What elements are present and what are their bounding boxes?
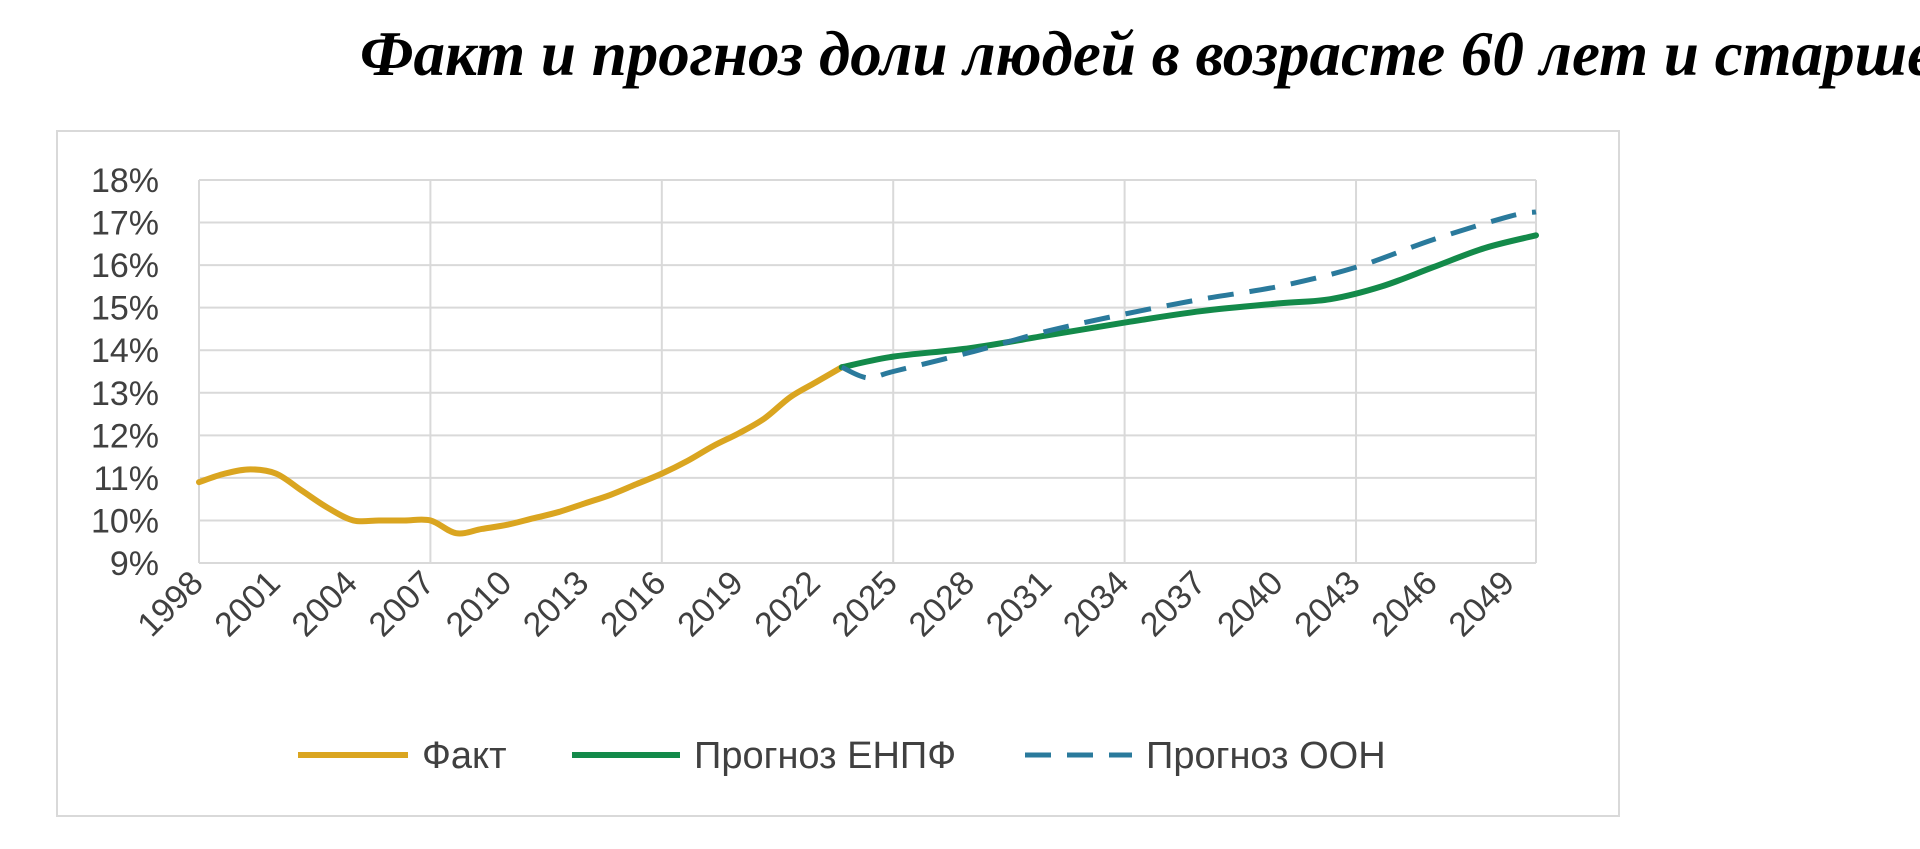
x-tick-label: 2004 bbox=[285, 564, 365, 644]
x-tick-label: 2013 bbox=[516, 564, 596, 644]
chart-title: Факт и прогноз доли людей в возрасте 60 … bbox=[360, 19, 1920, 89]
y-tick-label: 18% bbox=[91, 162, 159, 200]
x-tick-label: 2016 bbox=[593, 564, 673, 644]
x-tick-label: 2025 bbox=[825, 564, 905, 644]
chart-area bbox=[56, 130, 1620, 817]
y-tick-label: 12% bbox=[91, 417, 159, 455]
legend-forecast-un-label: Прогноз ООН bbox=[1146, 735, 1386, 777]
y-tick-label: 13% bbox=[91, 375, 159, 413]
legend-forecast-enpf-label: Прогноз ЕНПФ bbox=[694, 735, 956, 777]
legend-fact-label: Факт bbox=[422, 735, 506, 777]
y-tick-label: 11% bbox=[93, 460, 159, 498]
x-tick-label: 2001 bbox=[207, 564, 287, 644]
x-tick-label: 2049 bbox=[1442, 564, 1522, 644]
fact-line bbox=[196, 364, 845, 537]
y-tick-label: 14% bbox=[91, 332, 159, 370]
forecast-un-line bbox=[840, 209, 1537, 381]
x-tick-label: 2046 bbox=[1364, 564, 1444, 644]
y-tick-label: 9% bbox=[110, 545, 159, 583]
x-tick-label: 2034 bbox=[1056, 564, 1136, 644]
forecast-enpf-line bbox=[838, 232, 1539, 371]
y-tick-label: 15% bbox=[91, 290, 159, 328]
x-tick-label: 2037 bbox=[1133, 564, 1213, 644]
y-tick-label: 10% bbox=[91, 502, 159, 540]
x-tick-label: 2007 bbox=[362, 564, 442, 644]
x-tick-label: 2031 bbox=[979, 564, 1059, 644]
x-tick-label: 2028 bbox=[902, 564, 982, 644]
x-tick-label: 2040 bbox=[1210, 564, 1290, 644]
x-tick-label: 2022 bbox=[747, 564, 827, 644]
x-tick-label: 2019 bbox=[670, 564, 750, 644]
y-tick-label: 17% bbox=[91, 205, 159, 243]
y-tick-label: 16% bbox=[91, 247, 159, 285]
x-tick-label: 2010 bbox=[439, 564, 519, 644]
x-tick-label: 2043 bbox=[1287, 564, 1367, 644]
